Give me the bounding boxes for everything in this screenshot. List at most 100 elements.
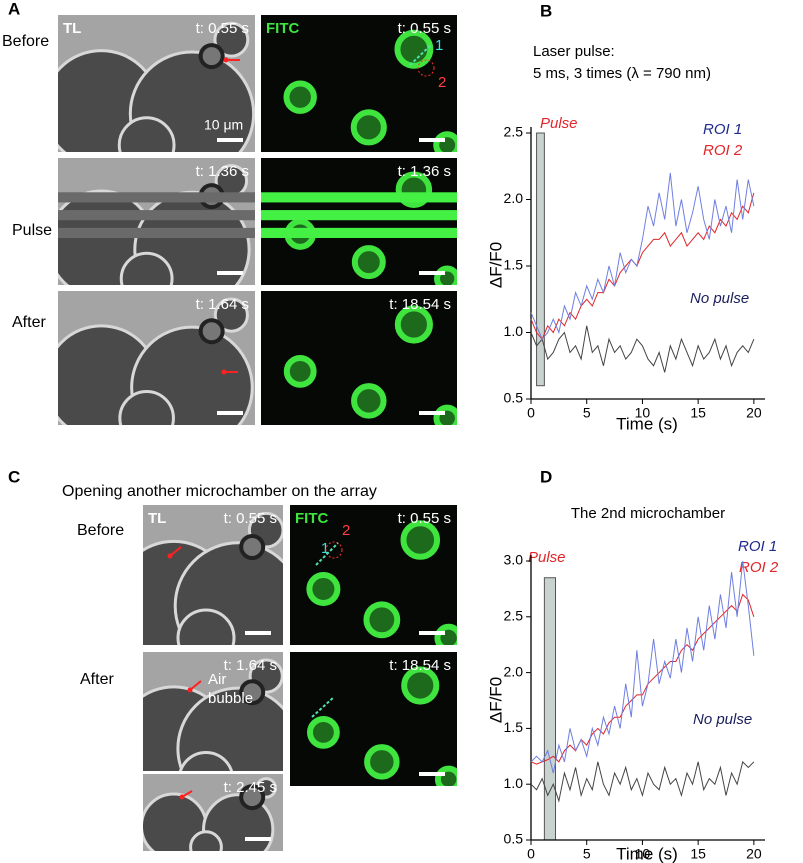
y-tick-label: 0.5 bbox=[504, 831, 524, 847]
fluorescent-cell bbox=[350, 109, 387, 146]
y-tick-label: 2.0 bbox=[504, 190, 524, 206]
y-axis-label: ΔF/F0 bbox=[486, 242, 505, 288]
y-tick-label: 1.5 bbox=[504, 719, 524, 735]
time-label: t: 2.45 s bbox=[224, 779, 277, 796]
cell bbox=[189, 830, 223, 851]
roi-label: 1 bbox=[435, 37, 443, 54]
bead bbox=[198, 43, 225, 70]
legend-label: ROI 2 bbox=[739, 559, 779, 576]
legend-label: ROI 1 bbox=[738, 538, 777, 555]
panel-letter: C bbox=[8, 467, 20, 486]
x-tick-label: 5 bbox=[583, 405, 591, 421]
x-axis-label: Time (s) bbox=[616, 844, 678, 863]
fluorescent-cell bbox=[283, 355, 317, 388]
x-tick-label: 5 bbox=[583, 846, 591, 862]
panel-letter: B bbox=[540, 1, 552, 20]
annotation: 5 ms, 3 times (λ = 790 nm) bbox=[533, 65, 711, 82]
legend-label: No pulse bbox=[693, 711, 752, 728]
scan-stripe bbox=[261, 227, 457, 239]
row-label: After bbox=[80, 671, 114, 688]
legend-label: ROI 1 bbox=[703, 121, 742, 138]
cell bbox=[173, 541, 283, 645]
roi-circle bbox=[417, 59, 435, 77]
fluorescent-cell bbox=[433, 404, 457, 425]
fluorescent-cell bbox=[363, 601, 401, 639]
x-tick-label: 20 bbox=[746, 405, 762, 421]
roi-line bbox=[315, 542, 339, 566]
x-tick-label: 0 bbox=[527, 846, 535, 862]
image-panel bbox=[58, 291, 255, 425]
arrow-head bbox=[167, 553, 173, 559]
fluorescent-cell bbox=[306, 572, 341, 606]
series-line bbox=[530, 560, 755, 774]
channel-label: FITC bbox=[266, 20, 299, 37]
image-panel bbox=[261, 291, 457, 425]
annotation: bubble bbox=[208, 690, 253, 707]
y-tick-label: 1.5 bbox=[504, 257, 524, 273]
roi-label: 2 bbox=[342, 522, 350, 539]
annotation: Laser pulse: bbox=[533, 43, 615, 60]
time-label: t: 0.55 s bbox=[196, 20, 249, 37]
y-tick-label: 2.5 bbox=[504, 124, 524, 140]
series-line bbox=[530, 593, 755, 765]
y-tick-label: 1.0 bbox=[504, 323, 524, 339]
image-panel bbox=[290, 652, 457, 786]
y-tick-label: 1.0 bbox=[504, 775, 524, 791]
scan-stripe bbox=[58, 227, 255, 239]
series-line bbox=[530, 325, 755, 373]
channel-label: TL bbox=[63, 20, 81, 37]
y-tick-label: 0.5 bbox=[504, 390, 524, 406]
fluorescent-cell bbox=[283, 80, 317, 114]
fluorescent-cell bbox=[434, 765, 457, 786]
x-axis-label: Time (s) bbox=[616, 414, 678, 433]
channel-label: FITC bbox=[295, 510, 328, 527]
roi-line bbox=[409, 43, 433, 66]
image-panel bbox=[261, 158, 457, 285]
panel-letter: D bbox=[540, 467, 552, 486]
series-line bbox=[530, 172, 755, 341]
time-label: t: 1.64 s bbox=[224, 657, 277, 674]
caption: Opening another microchamber on the arra… bbox=[62, 483, 377, 500]
legend-label: ROI 2 bbox=[703, 142, 743, 159]
roi-circle bbox=[325, 541, 343, 559]
pulse-label: Pulse bbox=[528, 549, 566, 566]
scan-stripe bbox=[261, 192, 457, 203]
fluorescent-cell bbox=[433, 131, 457, 152]
row-label: Before bbox=[77, 522, 124, 539]
x-tick-label: 0 bbox=[527, 405, 535, 421]
cell bbox=[213, 297, 249, 333]
arrow-head bbox=[223, 57, 229, 63]
fluorescent-cell bbox=[401, 666, 440, 705]
fluorescent-cell bbox=[351, 383, 387, 419]
time-label: t: 0.55 s bbox=[398, 510, 451, 527]
x-tick-label: 10 bbox=[635, 846, 651, 862]
scan-stripe bbox=[58, 210, 255, 221]
arrow-head bbox=[179, 794, 185, 800]
legend-label: No pulse bbox=[690, 290, 749, 307]
time-label: t: 1.36 s bbox=[398, 163, 451, 180]
arrow-head bbox=[187, 687, 193, 693]
x-tick-label: 20 bbox=[746, 846, 762, 862]
scan-stripe bbox=[58, 192, 255, 203]
bead bbox=[239, 534, 266, 560]
cell bbox=[213, 21, 250, 58]
cell bbox=[128, 50, 255, 152]
fluorescent-cell bbox=[434, 623, 457, 645]
cell bbox=[118, 390, 175, 425]
pulse-label: Pulse bbox=[540, 115, 578, 132]
cell bbox=[119, 251, 174, 285]
fluorescent-cell bbox=[307, 716, 340, 749]
bead bbox=[239, 784, 266, 811]
y-axis-label: ΔF/F0 bbox=[486, 677, 505, 723]
channel-label: TL bbox=[148, 510, 166, 527]
series-line bbox=[530, 760, 755, 803]
fluorescent-cell bbox=[394, 305, 433, 344]
y-tick-label: 2.5 bbox=[504, 608, 524, 624]
y-tick-label: 3.0 bbox=[504, 552, 524, 568]
row-label: After bbox=[12, 314, 46, 331]
y-tick-label: 2.0 bbox=[504, 663, 524, 679]
image-panel bbox=[290, 505, 457, 645]
time-label: t: 1.36 s bbox=[196, 163, 249, 180]
panel-letter: A bbox=[8, 0, 20, 18]
